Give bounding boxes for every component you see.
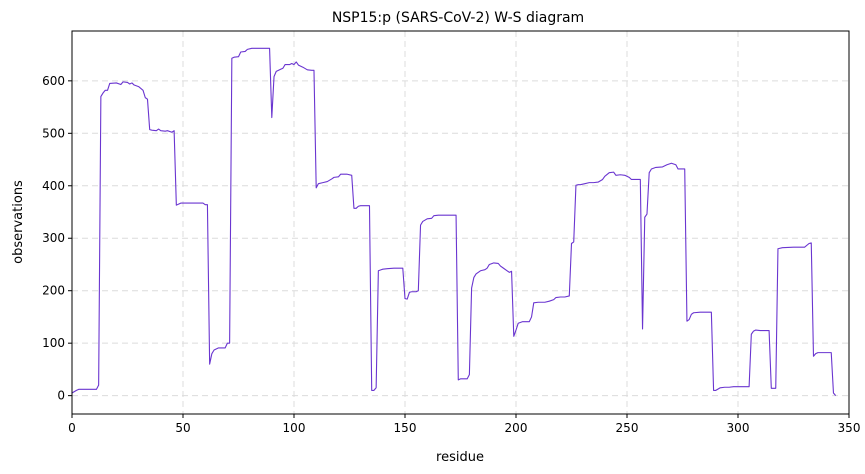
y-tick-label: 100 [42, 336, 65, 350]
x-tick-label: 250 [616, 421, 639, 435]
grid-lines [71, 31, 850, 414]
y-tick-label: 0 [57, 389, 65, 403]
x-tick-label: 300 [727, 421, 750, 435]
x-tick-label: 150 [394, 421, 417, 435]
x-axis-ticks: 0 50 100 150 200 250 300 350 [68, 414, 860, 435]
x-tick-label: 0 [68, 421, 76, 435]
x-axis-label: residue [436, 450, 484, 465]
plot-frame [71, 30, 850, 415]
y-tick-label: 300 [42, 231, 65, 245]
y-tick-label: 400 [42, 179, 65, 193]
y-tick-label: 500 [42, 126, 65, 140]
x-tick-label: 200 [505, 421, 528, 435]
x-tick-label: 50 [175, 421, 190, 435]
y-axis-ticks: 0 100 200 300 400 500 600 [42, 74, 72, 403]
y-tick-label: 200 [42, 284, 65, 298]
series-line [71, 47, 837, 396]
x-tick-label: 350 [838, 421, 861, 435]
chart-title: NSP15:p (SARS-CoV-2) W-S diagram [332, 10, 584, 26]
x-tick-label: 100 [283, 421, 306, 435]
plot-area [71, 47, 837, 396]
y-axis-label: observations [11, 180, 26, 264]
y-tick-label: 600 [42, 74, 65, 88]
